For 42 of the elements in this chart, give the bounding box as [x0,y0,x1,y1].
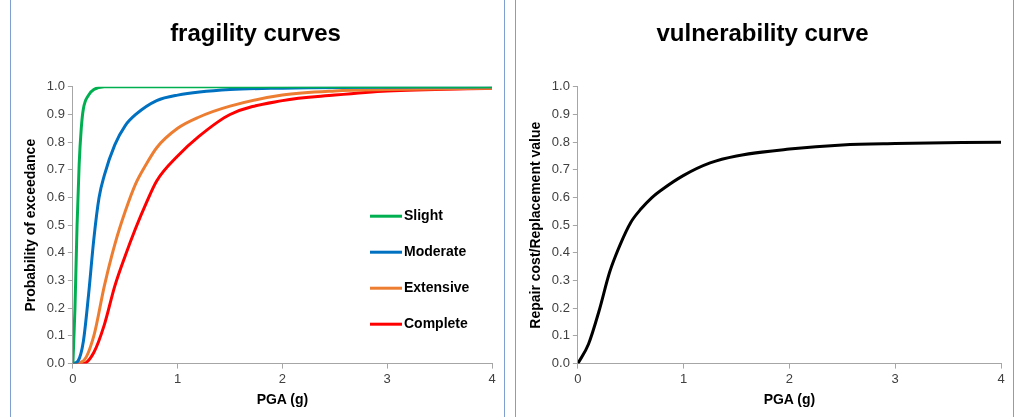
x-tick-label: 1 [680,370,688,386]
x-tick-label: 0 [574,370,582,386]
x-axis-title: PGA (g) [763,391,816,408]
x-tick-label: 3 [383,370,391,386]
chart-title: vulnerability curve [656,19,869,47]
legend-label: Complete [404,315,468,332]
y-tick-label: 0.5 [551,216,570,232]
y-tick-label: 0.8 [46,133,65,149]
y-tick-label: 0.1 [551,327,570,343]
y-tick-label: 0.7 [46,161,65,177]
x-axis-title: PGA (g) [256,391,309,408]
y-tick-label: 0.6 [46,189,65,205]
y-axis-title: Probability of exceedance [22,138,39,312]
y-tick-label: 1.0 [46,78,65,94]
chart-title: fragility curves [170,19,341,47]
x-tick-label: 2 [785,370,794,386]
y-tick-label: 0.7 [551,161,570,177]
y-tick-label: 0.0 [46,355,65,371]
y-tick-label: 0.9 [551,106,570,122]
x-tick-label: 0 [69,370,77,386]
x-tick-label: 4 [997,370,1005,386]
y-tick-label: 0.4 [46,244,65,260]
y-tick-label: 0.0 [551,355,570,371]
y-tick-label: 0.2 [551,299,570,315]
legend-label: Moderate [404,243,467,260]
legend-label: Slight [404,207,444,224]
y-tick-label: 0.3 [46,272,65,288]
y-tick-label: 0.6 [551,189,570,205]
legend-label: Extensive [404,279,470,296]
y-tick-label: 0.1 [46,327,65,343]
y-tick-label: 1.0 [551,78,570,94]
x-tick-label: 1 [174,370,182,386]
y-tick-label: 0.5 [46,216,65,232]
y-axis-title: Repair cost/Replacement value [527,121,544,329]
y-tick-label: 0.8 [551,133,570,149]
y-tick-label: 0.3 [551,272,570,288]
y-tick-label: 0.4 [551,244,570,260]
x-tick-label: 3 [891,370,899,386]
y-tick-label: 0.2 [46,299,65,315]
x-tick-label: 4 [488,370,496,386]
x-tick-label: 2 [278,370,287,386]
y-tick-label: 0.9 [46,106,65,122]
